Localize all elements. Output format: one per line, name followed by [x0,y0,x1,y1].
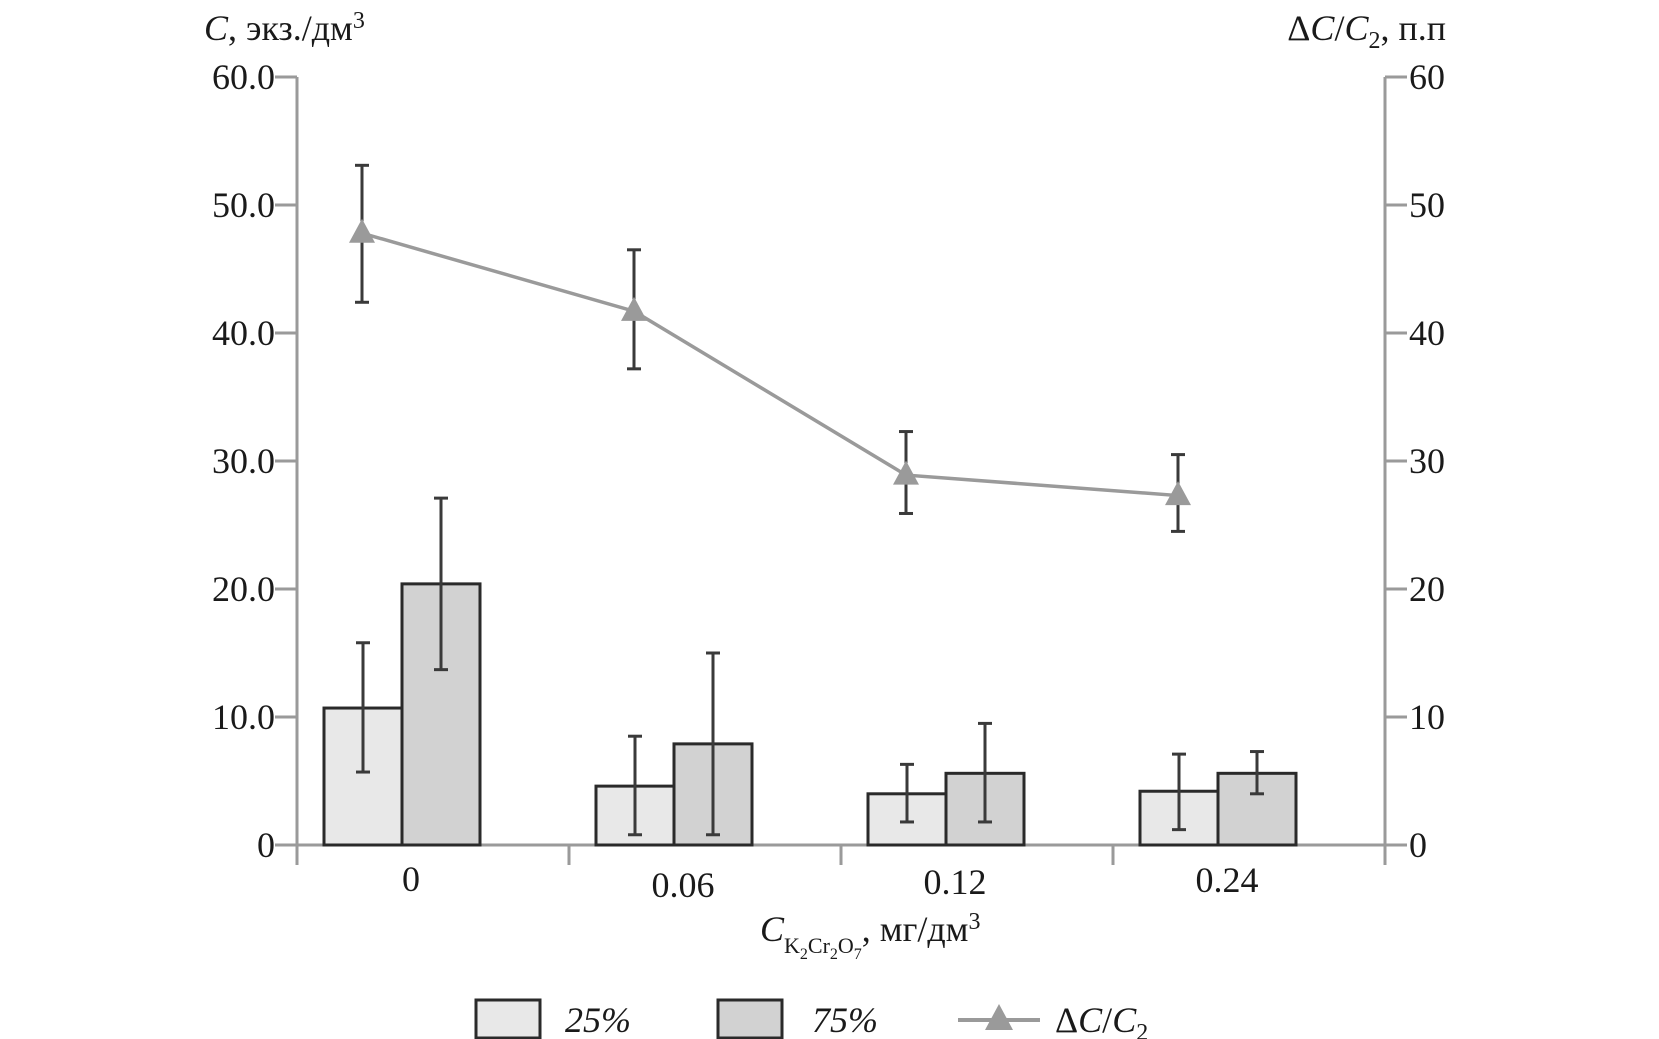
error-bar-25pct-2 [900,762,914,824]
bars-layer [322,582,1298,847]
error-bar-75pct-0 [434,496,448,672]
delta-marker-1 [621,296,647,321]
x-tick-label: 0.24 [1196,860,1259,900]
left-tick-label: 40.0 [212,313,275,353]
legend-triangle-marker [985,1004,1013,1030]
left-tick-label: 0 [257,825,275,865]
delta-line-path [361,231,1179,498]
error-bar-25pct-3 [1172,752,1186,832]
left-axis-title: C, экз./дм3 [204,8,365,48]
left-tick-label: 30.0 [212,441,275,481]
delta-marker-0 [349,218,375,243]
x-axis-title: CK2Cr2O7, мг/дм3 [760,909,980,963]
error-bar-25pct-0 [356,641,370,774]
right-tick-label: 10 [1409,697,1445,737]
delta-marker-3 [1165,481,1191,506]
legend-swatch-25 [474,998,542,1039]
bar-error-bars [356,496,1264,837]
right-tick-label: 20 [1409,569,1445,609]
left-tick-label: 20.0 [212,569,275,609]
left-tick-label: 10.0 [212,697,275,737]
left-tick-label: 60.0 [212,57,275,97]
legend-swatch-75 [716,998,784,1039]
x-tick-labels: 0 0.06 0.12 0.24 [402,859,1259,905]
right-tick-label: 30 [1409,441,1445,481]
right-tick-label: 0 [1409,825,1427,865]
legend-label-75: 75% [812,1000,878,1039]
x-tick-label: 0.06 [652,865,715,905]
x-axis-ticks [295,845,1387,865]
delta-line-layer [349,163,1191,533]
right-tick-label: 50 [1409,185,1445,225]
error-bar-75pct-1 [706,651,720,837]
right-tick-label: 40 [1409,313,1445,353]
legend-label-25: 25% [565,1000,631,1039]
right-axis-ticks: 0 10 20 30 40 50 60 [1385,57,1445,865]
legend: 25% 75% ΔC/C2 [474,998,1148,1039]
left-axis-ticks: 0 10.0 20.0 30.0 40.0 50.0 60.0 [212,57,297,865]
x-tick-label: 0 [402,859,420,899]
left-tick-label: 50.0 [212,185,275,225]
delta-marker-2 [893,460,919,485]
right-tick-label: 60 [1409,57,1445,97]
x-tick-label: 0.12 [924,862,987,902]
error-bar-25pct-1 [628,734,642,837]
error-bar-75pct-2 [978,721,992,824]
legend-label-delta: ΔC/C2 [1055,1000,1148,1039]
error-bar-75pct-3 [1250,750,1264,796]
right-axis-title: ΔC/C2, п.п [1287,8,1446,54]
